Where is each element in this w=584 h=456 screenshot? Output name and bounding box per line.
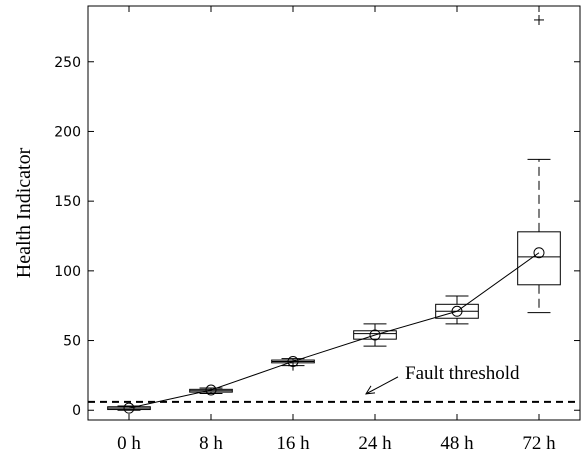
plot-background	[88, 6, 580, 420]
threshold-annotation: Fault threshold	[405, 363, 520, 384]
x-tick-label: 48 h	[440, 433, 474, 454]
mean-marker	[369, 329, 381, 341]
annotation-arrowhead	[365, 385, 376, 395]
mean-marker	[451, 305, 463, 317]
mean-marker	[533, 247, 545, 259]
y-tick-label: 100	[54, 264, 81, 280]
mean-marker	[123, 402, 135, 414]
y-tick-label: 150	[54, 194, 81, 210]
plot-frame	[87, 5, 581, 421]
mean-marker	[287, 355, 299, 367]
x-tick-label: 72 h	[522, 433, 556, 454]
mean-trend-line	[128, 252, 540, 409]
y-tick-label: 50	[63, 334, 81, 350]
mean-marker	[205, 384, 217, 396]
x-tick-label: 8 h	[199, 433, 223, 454]
y-axis-title: Health Indicator	[13, 147, 35, 278]
y-tick-label: 0	[72, 403, 81, 419]
box-72h	[517, 14, 561, 314]
x-tick-label: 16 h	[276, 433, 310, 454]
box-8h	[189, 387, 233, 395]
x-tick-label: 0 h	[117, 433, 141, 454]
annotation-arrow	[365, 376, 399, 395]
chart-marks: 0 50 100 150 200 250 0 h 8 h 16 h 24 h 48 h 72 h Fau…	[54, 6, 580, 454]
box-iqr	[517, 231, 561, 286]
y-tick-label: 200	[54, 124, 81, 140]
y-tick-label: 250	[54, 55, 81, 71]
x-tick-label: 24 h	[358, 433, 392, 454]
